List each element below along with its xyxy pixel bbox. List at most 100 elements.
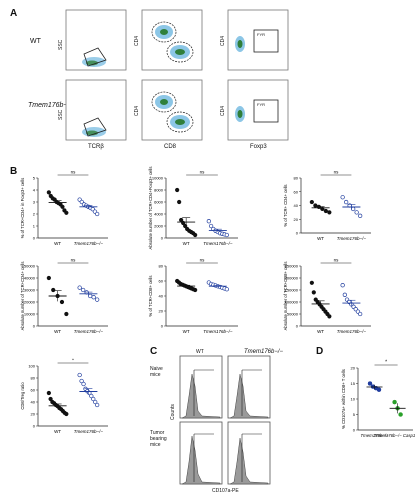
- cd8_pct-ylabel: % of TCR+CD8+ cells: [148, 276, 153, 317]
- cd8-axis-label: CD8: [164, 144, 177, 150]
- cd4_abs-point-0: [64, 311, 69, 317]
- cd8_pct-point-0: [193, 287, 198, 293]
- panel-d-ytick-label: 10: [351, 397, 356, 402]
- gate-label-ko: FYR: [257, 102, 265, 107]
- cd4_pct-ytick-label: 0: [296, 231, 299, 236]
- treg_abs-ytick-label: 2000: [154, 224, 164, 229]
- cd8treg-point-1: [77, 372, 82, 378]
- panel-d-xlabel-1: Tmem176b−/− Casp1−/−: [374, 433, 415, 438]
- hist-wt-tumor: [179, 421, 223, 485]
- hist-col-label-wt: WT: [196, 349, 204, 355]
- treg_abs-point-0: [175, 187, 180, 193]
- panel-d-ytick-label: 0: [353, 428, 356, 433]
- cd8_abs-point-1: [340, 283, 345, 288]
- cd8_pct-sig-label: ns: [200, 258, 206, 263]
- cd8_pct-xlabel-1: Tmem176b−/−: [203, 329, 233, 334]
- cd4_abs-ytick-label: 30000: [24, 288, 36, 293]
- cd4_pct-ytick-label: 40: [294, 203, 299, 208]
- treg_abs-point-0: [193, 232, 198, 238]
- cd8_pct-svg: 0 20 40 60 80 % of TCR+CD8+ cells WT Tmem176b−/…: [148, 258, 238, 334]
- panel-label-c: C: [150, 346, 158, 357]
- cd8treg-ylabel: CD8/Treg ratio: [20, 382, 25, 410]
- treg_abs-ytick-label: 4000: [154, 212, 164, 217]
- panel-d-point-1: [392, 399, 397, 405]
- cd8_abs-ytick-label: 200000: [285, 276, 299, 281]
- panel-d-sig-label: *: [385, 360, 387, 366]
- cd4_abs-point-1: [95, 297, 100, 302]
- flow-plot-wt-foxp3: [227, 9, 289, 71]
- ssc-axis-label-1: SSC: [58, 39, 64, 50]
- foxp3_pct-point-1: [95, 211, 100, 217]
- foxp3_pct-point-0: [64, 210, 69, 215]
- cd4_pct-sig-label: ns: [334, 170, 340, 175]
- cd4_pct-point-1: [358, 213, 363, 218]
- treg_abs-sig-label: ns: [200, 170, 206, 175]
- cd8treg-ytick-label: 20: [31, 412, 36, 417]
- cd4-axis-label-4: CD4: [220, 105, 226, 116]
- foxp3_pct-ytick-label: 4: [33, 188, 36, 193]
- cd4_pct-ytick-label: 20: [294, 217, 299, 222]
- cd8treg-point-0: [48, 396, 53, 402]
- treg_abs-xlabel-0: WT: [183, 241, 190, 246]
- foxp3-axis-label: Foxp3: [250, 144, 267, 150]
- cd8treg-xlabel-1: Tmem176b−/−: [74, 429, 104, 434]
- cd8treg-point-1: [79, 378, 84, 384]
- foxp3_pct-ytick-label: 0: [33, 236, 36, 241]
- foxp3_pct-ytick-label: 5: [33, 176, 36, 181]
- panel-d-ytick-label: 15: [351, 381, 356, 386]
- treg_abs-point-0: [177, 199, 182, 205]
- foxp3_pct-sig-label: ns: [71, 170, 77, 175]
- cd4_abs-xlabel-1: Tmem176b−/−: [74, 329, 104, 334]
- treg_abs-ytick-label: 6000: [154, 200, 164, 205]
- cd8_abs-point-1: [358, 311, 363, 317]
- cd4_abs-point-1: [77, 285, 82, 290]
- cd8treg-point-1: [93, 399, 98, 405]
- cd4_pct-point-0: [309, 199, 314, 205]
- cd8_pct-ytick-label: 60: [159, 279, 164, 284]
- cd8treg-ytick-label: 60: [31, 388, 36, 393]
- row-label-wt: WT: [30, 38, 41, 45]
- cd8treg-point-0: [46, 390, 51, 396]
- cd4_abs-point-0: [51, 287, 56, 293]
- cd4_abs-xlabel-0: WT: [54, 329, 61, 334]
- cd4_pct-ytick-label: 80: [294, 176, 299, 181]
- treg_abs-point-1: [224, 232, 229, 238]
- cd8treg-point-1: [89, 393, 94, 399]
- treg_abs-xlabel-1: Tmem176b−/−: [203, 241, 233, 246]
- foxp3_pct-point-0: [60, 204, 65, 209]
- ssc-axis-label-2: SSC: [58, 109, 64, 120]
- cd8treg-ytick-label: 100: [28, 364, 35, 369]
- flow-plot-wt-tcr: [65, 9, 127, 71]
- foxp3_pct-ytick-label: 2: [33, 212, 36, 217]
- hist-ko-tumor: [227, 421, 271, 485]
- flow-plot-ko-tcr: [65, 79, 127, 141]
- cd8_abs-ytick-label: 100000: [285, 300, 299, 305]
- cd8treg-sig-label: *: [72, 358, 74, 363]
- hist-row-label-naive: Naive mice: [150, 366, 163, 378]
- cd4_pct-xlabel-1: Tmem176b−/−: [337, 236, 367, 241]
- cd4_abs-ytick-label: 10000: [24, 312, 36, 317]
- panel-d-ytick-label: 20: [351, 366, 356, 371]
- cd8_abs-point-0: [311, 290, 316, 295]
- cd8treg-point-1: [95, 402, 100, 408]
- flow-plot-wt-cd4cd8: [141, 9, 203, 71]
- hist-ko-naive: [227, 355, 271, 419]
- cd8_abs-xlabel-1: Tmem176b−/−: [337, 329, 367, 334]
- cd4_pct-point-1: [354, 210, 359, 215]
- hist-ylabel: Counts: [170, 404, 176, 420]
- cd4_pct-point-0: [313, 203, 318, 208]
- panel-d-ylabel: % CD107a+ within CD8+ T cells: [341, 369, 346, 429]
- cd4-axis-label-2: CD4: [134, 105, 140, 116]
- cd4_abs-ytick-label: 20000: [24, 300, 36, 305]
- panel-d-xlabel-0: Tmem176b−/−: [361, 433, 389, 438]
- cd8_abs-point-0: [309, 280, 314, 285]
- foxp3_pct-xlabel-0: WT: [54, 241, 61, 246]
- cd4_abs-point-0: [46, 275, 51, 281]
- foxp3_pct-ytick-label: 1: [33, 224, 36, 229]
- foxp3_pct-xlabel-1: Tmem176b−/−: [74, 241, 104, 246]
- cd4_pct-point-0: [327, 210, 332, 215]
- cd4_pct-ylabel: % of TCR+ CD4+ cells: [283, 184, 288, 226]
- panel-label-a: A: [10, 8, 18, 19]
- cd4_abs-point-0: [59, 299, 65, 305]
